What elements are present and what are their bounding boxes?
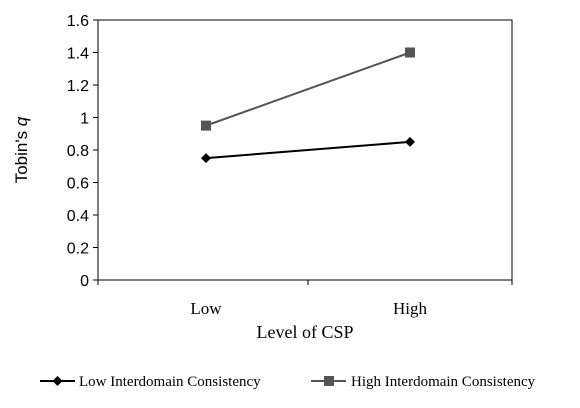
y-tick-label: 0.2 [67, 241, 89, 258]
y-tick-label: 0 [80, 273, 89, 290]
series-layer [201, 47, 415, 164]
y-axis-label-italic: q [12, 116, 31, 126]
y-tick-label: 0.8 [67, 143, 89, 160]
x-axis-label: Level of CSP [257, 322, 354, 342]
legend-label-high: High Interdomain Consistency [351, 374, 536, 390]
data-point-0 [201, 153, 211, 164]
data-point-0 [405, 136, 415, 147]
legend-marker-high [324, 376, 334, 386]
data-point-1 [405, 47, 415, 58]
y-axis-ticks: 0 0.2 0.4 0.6 0.8 1 1.2 1.4 1.6 [67, 13, 98, 290]
x-axis-ticks: Low High [97, 280, 513, 318]
y-axis-label: Tobin's q [12, 116, 31, 183]
legend: Low Interdomain Consistency High Interdo… [40, 374, 536, 390]
y-axis-label-text: Tobin's [12, 126, 31, 183]
y-tick-label: 1 [80, 111, 89, 128]
legend-marker-low [52, 376, 63, 386]
series-line-0 [205, 140, 411, 160]
x-tick-label: High [393, 299, 428, 318]
x-tick-label: Low [190, 299, 222, 318]
y-tick-label: 1.4 [67, 46, 89, 63]
y-tick-label: 1.2 [67, 78, 89, 95]
series-line-1 [205, 51, 411, 127]
legend-label-low: Low Interdomain Consistency [79, 374, 261, 390]
y-tick-label: 0.4 [67, 208, 89, 225]
y-tick-label: 0.6 [67, 176, 89, 193]
y-tick-label: 1.6 [67, 13, 89, 30]
data-point-1 [201, 120, 211, 131]
